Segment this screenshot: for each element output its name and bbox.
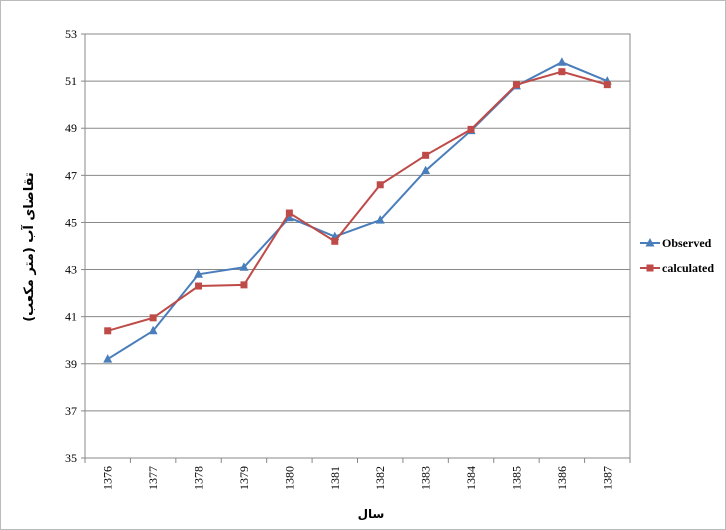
data-point <box>331 237 339 245</box>
x-tick-label: 1379 <box>237 466 251 490</box>
data-point <box>194 269 204 278</box>
y-tick-label: 37 <box>65 404 77 418</box>
x-tick-label: 1381 <box>328 466 342 490</box>
x-tick-label: 1386 <box>555 466 569 490</box>
x-tick-label: 1382 <box>373 466 387 490</box>
data-point <box>104 327 112 335</box>
y-axis-label: تقاضای آب (متر مکعب) <box>20 172 37 322</box>
x-tick-label: 1385 <box>509 466 523 490</box>
data-point <box>375 215 385 224</box>
data-point <box>148 325 158 335</box>
data-point <box>239 262 249 271</box>
legend-marker <box>646 264 654 272</box>
legend-label: Observed <box>662 236 712 250</box>
y-tick-label: 49 <box>65 121 77 135</box>
data-point <box>376 181 384 189</box>
data-point <box>284 212 294 222</box>
y-tick-label: 51 <box>65 74 77 88</box>
x-tick-label: 1384 <box>464 466 478 490</box>
data-point <box>603 81 611 89</box>
x-tick-label: 1380 <box>282 466 296 490</box>
x-tick-label: 1376 <box>101 466 115 490</box>
x-tick-label: 1378 <box>192 466 206 490</box>
data-point <box>195 282 203 290</box>
y-tick-label: 53 <box>65 27 77 41</box>
data-point <box>558 68 566 76</box>
data-point <box>149 314 157 322</box>
y-tick-label: 43 <box>65 263 77 277</box>
data-point <box>512 81 520 89</box>
y-tick-label: 35 <box>65 451 77 465</box>
y-tick-label: 47 <box>65 168 77 182</box>
y-tick-label: 41 <box>65 310 77 324</box>
y-tick-label: 45 <box>65 215 77 229</box>
y-tick-label: 39 <box>65 357 77 371</box>
data-point <box>240 281 248 289</box>
x-tick-label: 1377 <box>146 466 160 490</box>
data-point <box>421 165 431 175</box>
data-point <box>467 125 475 133</box>
data-point <box>557 57 567 66</box>
legend-label: calculated <box>662 261 714 275</box>
series-line <box>107 70 608 332</box>
data-point <box>422 151 430 159</box>
x-tick-label: 1383 <box>419 466 433 490</box>
data-point <box>285 209 293 217</box>
x-tick-label: 1387 <box>600 466 614 490</box>
x-axis-label: سال <box>358 507 385 521</box>
legend-marker <box>645 238 655 247</box>
data-point <box>103 354 113 363</box>
